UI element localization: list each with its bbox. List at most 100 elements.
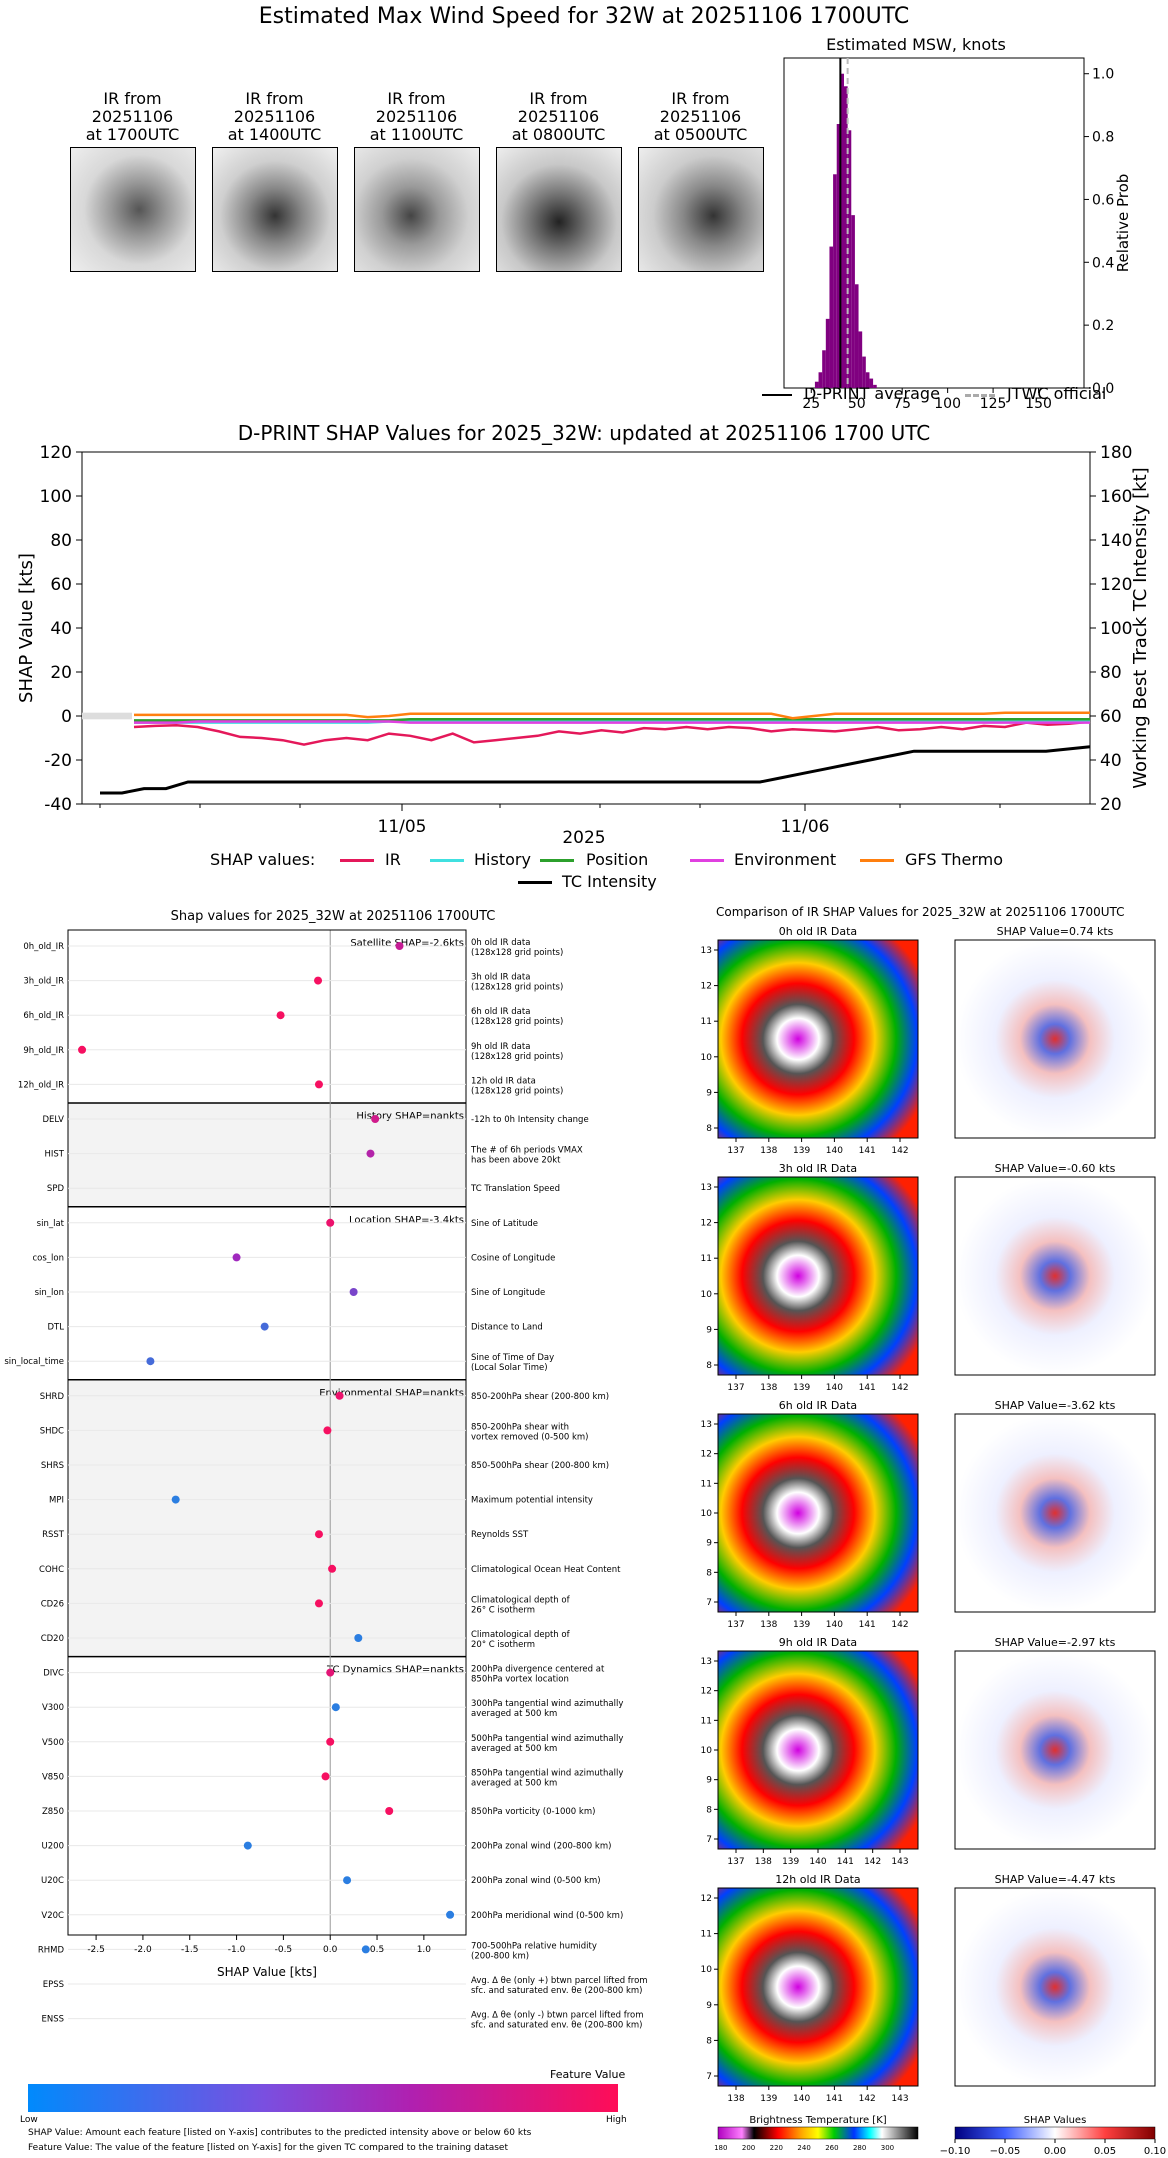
ir-xtick-label: 141 bbox=[859, 1146, 876, 1156]
feature-point bbox=[349, 1288, 358, 1296]
feature-desc: sfc. and saturated env. θe (200-800 km) bbox=[471, 1986, 643, 1996]
shap-image bbox=[954, 1650, 1156, 1850]
bt-colorbar: Brightness Temperature [K] 180 200 220 240 2… bbox=[714, 2115, 919, 2152]
feature-name: SPD bbox=[47, 1184, 65, 1194]
ir-thumb-label: IR from 20251106 at 1100UTC bbox=[369, 89, 464, 144]
group-band bbox=[68, 1103, 466, 1207]
ir-xtick-label: 140 bbox=[826, 1383, 843, 1393]
ts-y2tick-label: 20 bbox=[1100, 795, 1122, 815]
feature-name: CD20 bbox=[41, 1634, 64, 1644]
hist-bar bbox=[825, 318, 830, 388]
feature-name: ENSS bbox=[41, 2015, 64, 2025]
legend-dprint-label: D-PRINT average bbox=[804, 384, 940, 403]
feature-desc: averaged at 500 km bbox=[471, 1778, 557, 1788]
feature-name: HIST bbox=[45, 1150, 65, 1160]
legend-gfs-label: GFS Thermo bbox=[905, 850, 1003, 869]
bt-tick-label: 200 bbox=[742, 2144, 755, 2152]
ir-ytick-label: 13 bbox=[701, 1183, 712, 1193]
feat-xtick-label: 0.5 bbox=[370, 1945, 384, 1955]
feature-desc: vortex removed (0-500 km) bbox=[471, 1432, 588, 1442]
ir-ytick-label: 13 bbox=[701, 1657, 712, 1667]
ir-ytick-label: 7 bbox=[706, 1598, 712, 1608]
feature-desc: 850-200hPa shear with bbox=[471, 1422, 569, 1432]
feature-point bbox=[232, 1253, 241, 1262]
feature-desc: sfc. and saturated env. θe (200-800 km) bbox=[471, 2021, 643, 2031]
feature-desc: averaged at 500 km bbox=[471, 1744, 557, 1754]
shap-panel-title: SHAP Value=-0.60 kts bbox=[995, 1162, 1116, 1175]
hist-bar bbox=[858, 331, 863, 388]
feature-name: CD26 bbox=[41, 1599, 64, 1609]
ir-panel-title: 3h old IR Data bbox=[779, 1162, 857, 1175]
feature-desc: Sine of Time of Day bbox=[471, 1353, 554, 1363]
feature-point bbox=[314, 1530, 323, 1539]
ir-xtick-label: 141 bbox=[837, 1857, 854, 1867]
hist-title: Estimated MSW, knots bbox=[826, 35, 1006, 54]
ir-ytick-label: 8 bbox=[706, 1568, 712, 1578]
legend-environment-label: Environment bbox=[734, 850, 837, 869]
ts-y2tick-label: 100 bbox=[1100, 619, 1132, 639]
ir-ytick-label: 9 bbox=[706, 1776, 712, 1786]
shap-cb-tick-label: 0.00 bbox=[1044, 2146, 1066, 2157]
hist-ylabel: Relative Prob bbox=[1114, 174, 1132, 273]
hist-bar bbox=[847, 130, 852, 388]
ts-y2tick-label: 80 bbox=[1100, 663, 1122, 683]
hist-bar bbox=[833, 174, 837, 388]
ts-ytick-label: -20 bbox=[44, 751, 72, 771]
ir-ytick-label: 13 bbox=[701, 946, 712, 956]
feature-point bbox=[361, 1945, 370, 1954]
feature-point bbox=[326, 1668, 335, 1677]
feature-value-high: High bbox=[606, 2115, 627, 2125]
ir-panel-title: 6h old IR Data bbox=[779, 1399, 857, 1412]
feature-name: 9h_old_IR bbox=[23, 1046, 64, 1056]
hist-xtick-label: 125 bbox=[980, 396, 1007, 410]
feature-point bbox=[335, 1391, 344, 1400]
feature-desc: Reynolds SST bbox=[471, 1530, 529, 1540]
feat-xlabel: SHAP Value [kts] bbox=[217, 1965, 317, 1979]
feature-desc: 3h old IR data bbox=[471, 973, 530, 983]
feature-point bbox=[314, 1080, 323, 1089]
ir-thumb-image bbox=[638, 147, 764, 272]
ir-xtick-label: 139 bbox=[760, 2094, 777, 2104]
ir-thumb-label: IR from 20251106 at 0800UTC bbox=[511, 89, 606, 144]
ir-xtick-label: 140 bbox=[826, 1146, 843, 1156]
feature-name: Z850 bbox=[42, 1807, 64, 1817]
hist-bar bbox=[829, 246, 834, 388]
hist-bar bbox=[818, 372, 823, 388]
ir-xtick-label: 141 bbox=[859, 1383, 876, 1393]
ir-xtick-label: 139 bbox=[793, 1620, 810, 1630]
ts-title: D-PRINT SHAP Values for 2025_32W: update… bbox=[238, 421, 930, 445]
hist-ytick-label: 0.8 bbox=[1092, 130, 1114, 146]
position-series-line bbox=[134, 718, 1090, 722]
group-band bbox=[68, 1379, 466, 1656]
ir-ytick-label: 8 bbox=[706, 1805, 712, 1815]
hist-bar bbox=[854, 284, 859, 388]
feature-point bbox=[326, 1218, 335, 1227]
comparison-panel: 0h old IR Data SHAP Value=0.74 kts 13 12 11 1… bbox=[701, 925, 1167, 2157]
feature-name: RHMD bbox=[38, 1945, 65, 1955]
ir-xtick-label: 143 bbox=[891, 1857, 908, 1867]
bt-tick-label: 300 bbox=[881, 2144, 894, 2152]
feature-name: V20C bbox=[41, 1911, 64, 1921]
feature-name: U200 bbox=[42, 1842, 64, 1852]
shap-timeseries: D-PRINT SHAP Values for 2025_32W: update… bbox=[16, 421, 1151, 848]
feature-desc: (128x128 grid points) bbox=[471, 1017, 563, 1027]
feature-name: 0h_old_IR bbox=[23, 942, 64, 952]
ts-ytick-label: -40 bbox=[44, 795, 72, 815]
feature-desc: 300hPa tangential wind azimuthally bbox=[471, 1699, 623, 1709]
ir-thumb-image bbox=[70, 147, 196, 272]
feature-point bbox=[395, 942, 404, 950]
feature-name: sin_local_time bbox=[4, 1357, 64, 1367]
feature-name: DTL bbox=[48, 1323, 65, 1333]
feat-xtick-label: -0.5 bbox=[275, 1945, 293, 1955]
legend-history-line bbox=[430, 859, 464, 862]
feature-desc: 500hPa tangential wind azimuthally bbox=[471, 1734, 623, 1744]
ir-xtick-label: 142 bbox=[891, 1146, 908, 1156]
ir-ytick-label: 9 bbox=[706, 1325, 712, 1335]
feature-point bbox=[366, 1149, 375, 1158]
feature-value-bar: Feature Value Low High bbox=[0, 2068, 680, 2128]
tc-intensity-line bbox=[100, 745, 1091, 795]
feature-desc: 200hPa divergence centered at bbox=[471, 1665, 605, 1675]
hist-bar bbox=[822, 350, 826, 388]
feature-point bbox=[371, 1115, 380, 1123]
ir-xtick-label: 138 bbox=[760, 1383, 777, 1393]
